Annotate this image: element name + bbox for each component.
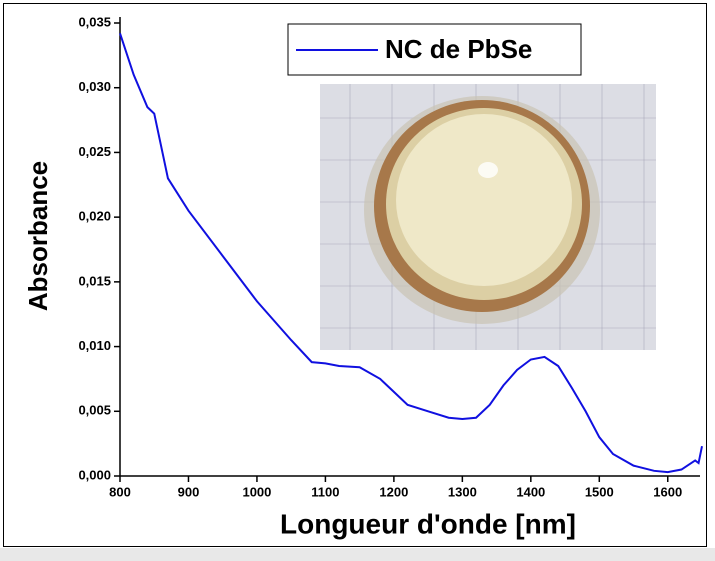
y-tick-label: 0,005 xyxy=(78,403,111,418)
y-tick-label: 0,020 xyxy=(78,209,111,224)
x-tick-label: 1600 xyxy=(653,484,682,499)
y-tick-label: 0,025 xyxy=(78,144,111,159)
y-tick-label: 0,000 xyxy=(78,467,111,482)
y-tick-label: 0,010 xyxy=(78,338,111,353)
data-line xyxy=(119,33,703,474)
x-tick-label: 900 xyxy=(178,484,200,499)
y-tick-label: 0,035 xyxy=(78,14,111,29)
x-tick-label: 1400 xyxy=(516,484,545,499)
x-tick-label: 800 xyxy=(109,484,131,499)
x-tick-label: 1100 xyxy=(311,484,339,499)
x-axis-title: Longueur d'onde [nm] xyxy=(280,508,576,539)
shadow xyxy=(0,548,715,561)
x-tick-label: 1200 xyxy=(379,484,408,499)
x-tick-label: 1000 xyxy=(242,484,271,499)
photo-inset xyxy=(320,84,656,350)
y-tick-label: 0,015 xyxy=(78,273,111,288)
legend-label: NC de PbSe xyxy=(385,34,532,64)
y-axis-title: Absorbance xyxy=(23,161,53,311)
x-tick-label: 1300 xyxy=(448,484,477,499)
legend: NC de PbSe xyxy=(287,23,582,76)
y-tick-label: 0,030 xyxy=(78,79,111,94)
x-tick-label: 1500 xyxy=(585,484,614,499)
